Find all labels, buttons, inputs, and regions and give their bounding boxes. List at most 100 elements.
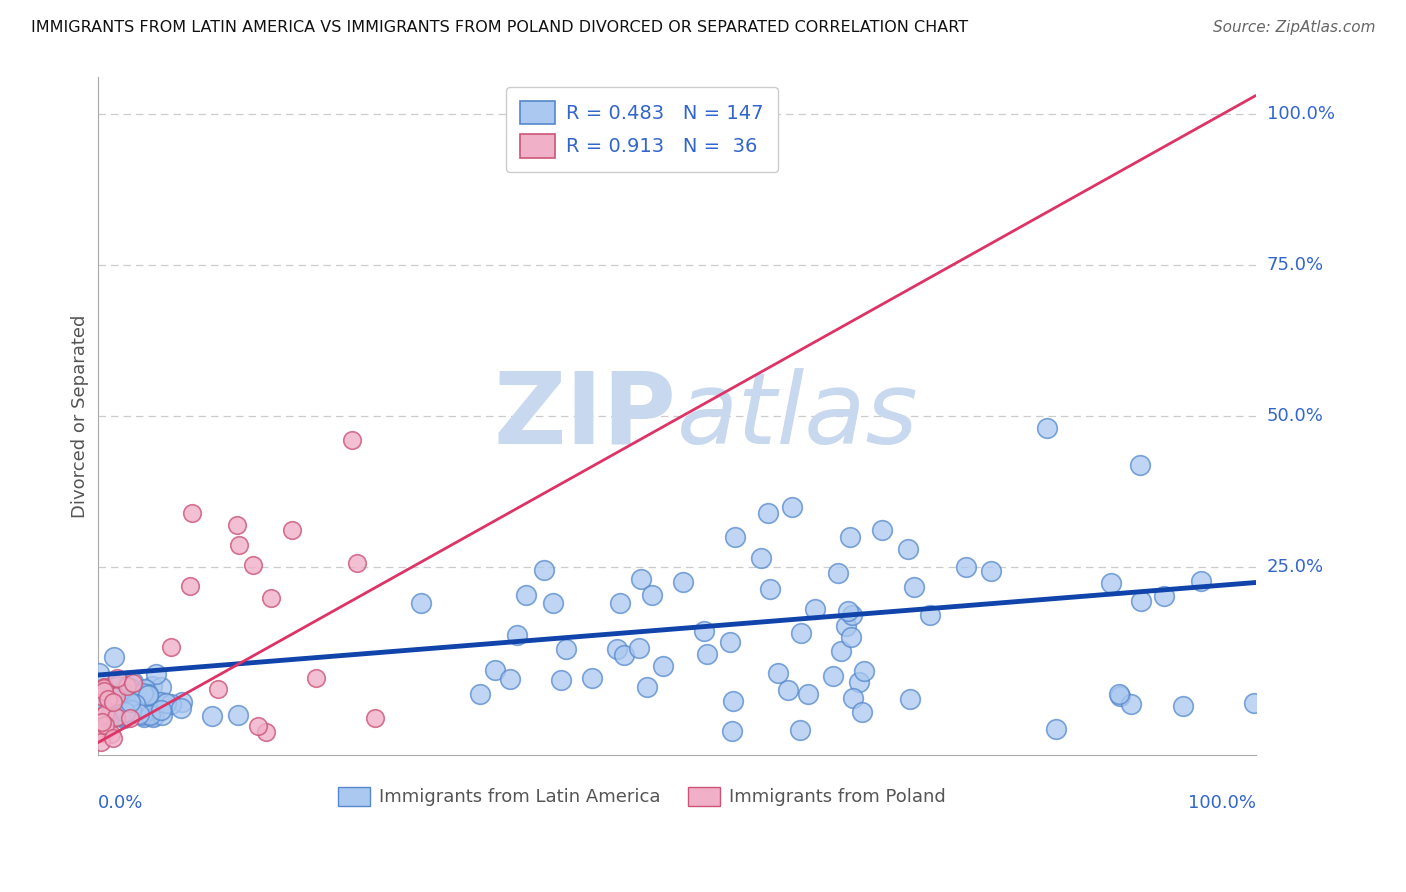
Text: 0.0%: 0.0%	[97, 794, 143, 812]
Point	[1243, 696, 1265, 710]
Point	[170, 695, 193, 709]
Point	[111, 685, 134, 699]
Point	[839, 630, 862, 644]
Point	[101, 708, 124, 723]
Point	[89, 666, 111, 681]
Point	[830, 643, 852, 657]
Point	[111, 692, 134, 706]
Point	[484, 663, 506, 677]
Point	[693, 624, 716, 639]
Point	[115, 679, 138, 693]
Point	[142, 709, 165, 723]
Point	[111, 702, 134, 716]
Point	[96, 710, 118, 724]
Point	[129, 698, 152, 713]
Point	[179, 578, 201, 592]
Point	[1129, 458, 1152, 472]
Point	[112, 689, 135, 703]
Point	[533, 563, 555, 577]
Point	[131, 707, 153, 722]
Point	[613, 648, 636, 662]
Point	[101, 700, 124, 714]
Point	[124, 698, 146, 713]
Point	[842, 691, 865, 706]
Point	[827, 566, 849, 581]
Point	[1108, 687, 1130, 701]
Point	[364, 711, 387, 725]
Point	[122, 697, 145, 711]
Text: ZIP: ZIP	[494, 368, 676, 465]
Point	[207, 681, 229, 696]
Point	[804, 602, 827, 616]
Point	[105, 671, 128, 685]
Point	[104, 701, 127, 715]
Point	[550, 673, 572, 688]
Point	[170, 701, 193, 715]
Point	[851, 705, 873, 719]
Point	[718, 634, 741, 648]
Point	[1129, 594, 1152, 608]
Point	[100, 702, 122, 716]
Point	[112, 711, 135, 725]
Point	[721, 723, 744, 738]
Point	[97, 700, 120, 714]
Point	[782, 500, 804, 514]
Point	[111, 700, 134, 714]
Point	[134, 681, 156, 696]
Point	[87, 701, 110, 715]
Point	[91, 714, 114, 729]
Point	[132, 686, 155, 700]
Point	[470, 687, 492, 701]
Point	[101, 699, 124, 714]
Point	[852, 664, 875, 678]
Point	[897, 542, 920, 557]
Point	[114, 709, 136, 723]
Point	[606, 641, 628, 656]
Point	[93, 726, 115, 740]
Point	[641, 588, 664, 602]
Point	[160, 698, 183, 712]
Point	[108, 708, 131, 723]
Point	[134, 687, 156, 701]
Point	[821, 669, 844, 683]
Point	[121, 676, 143, 690]
Point	[139, 703, 162, 717]
Point	[141, 679, 163, 693]
Point	[101, 690, 124, 705]
Point	[281, 523, 304, 537]
Y-axis label: Divorced or Separated: Divorced or Separated	[72, 315, 89, 518]
Point	[749, 551, 772, 566]
Point	[1045, 722, 1067, 736]
Point	[89, 706, 111, 720]
Point	[90, 698, 112, 713]
Point	[835, 619, 858, 633]
Point	[630, 572, 652, 586]
Point	[180, 506, 202, 520]
Point	[87, 706, 110, 721]
Point	[94, 695, 117, 709]
Point	[90, 735, 112, 749]
Point	[104, 707, 127, 722]
Point	[759, 582, 782, 596]
Point	[152, 695, 174, 709]
Point	[104, 694, 127, 708]
Point	[121, 675, 143, 690]
Point	[125, 703, 148, 717]
Point	[121, 703, 143, 717]
Point	[225, 518, 247, 533]
Point	[94, 706, 117, 721]
Point	[90, 689, 112, 703]
Text: IMMIGRANTS FROM LATIN AMERICA VS IMMIGRANTS FROM POLAND DIVORCED OR SEPARATED CO: IMMIGRANTS FROM LATIN AMERICA VS IMMIGRA…	[31, 20, 969, 35]
Point	[1189, 574, 1212, 588]
Point	[628, 640, 651, 655]
Point	[87, 726, 110, 740]
Point	[128, 707, 150, 722]
Point	[91, 707, 114, 722]
Point	[1171, 698, 1194, 713]
Point	[114, 705, 136, 719]
Point	[1153, 589, 1175, 603]
Point	[121, 694, 143, 708]
Point	[980, 564, 1002, 578]
Point	[246, 719, 269, 733]
Point	[149, 695, 172, 709]
